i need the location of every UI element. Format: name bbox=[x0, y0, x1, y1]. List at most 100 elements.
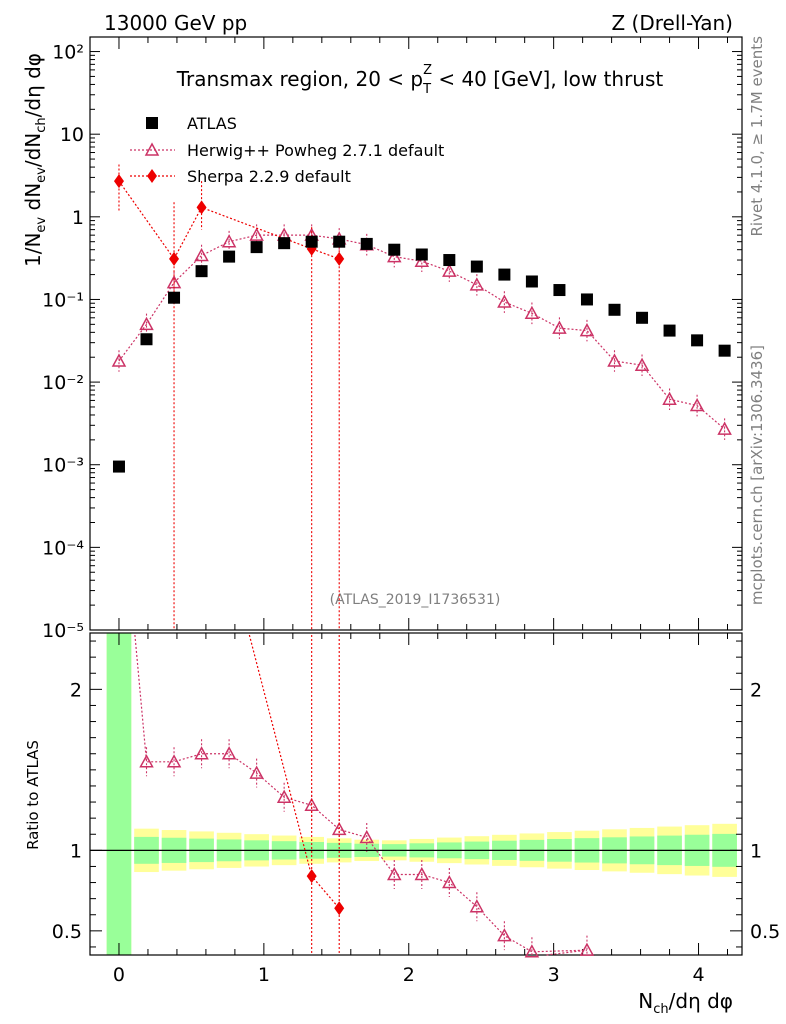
herwig-line bbox=[118, 234, 726, 430]
main-y-axis-label: 1/Nev dNev/dNch/dη dφ bbox=[21, 53, 49, 267]
ratio-y-tick-label: 2 bbox=[70, 679, 82, 701]
ratio-herwig-point bbox=[359, 829, 375, 844]
herwig-point bbox=[579, 323, 595, 337]
ratio-y-tick-label-right: 2 bbox=[750, 679, 762, 701]
x-tick-label: 2 bbox=[403, 964, 415, 986]
herwig-point bbox=[607, 353, 622, 367]
legend-label-herwig: Herwig++ Powheg 2.7.1 default bbox=[187, 141, 444, 160]
y-tick-label: 10⁻¹ bbox=[42, 289, 84, 311]
ratio-panel: Ratio to ATLAS Nch/dη dφ 0 1 2 3 4 0.5 0.5 1 1 2 2 bbox=[24, 632, 780, 1017]
atlas-point bbox=[140, 333, 153, 346]
herwig-point bbox=[139, 316, 154, 331]
ratio-y-axis-label: Ratio to ATLAS bbox=[24, 740, 42, 850]
atlas-point bbox=[168, 291, 181, 304]
x-tick-label: 3 bbox=[548, 964, 560, 986]
atlas-point bbox=[443, 254, 456, 267]
ratio-herwig-point bbox=[524, 944, 540, 958]
ratio-herwig-point bbox=[194, 746, 209, 760]
legend-label-sherpa: Sherpa 2.2.9 default bbox=[187, 167, 351, 186]
atlas-point bbox=[691, 334, 704, 347]
herwig-point bbox=[469, 277, 485, 291]
main-panel: Transmax region, 20 < pTZ < 40 [GeV], lo… bbox=[21, 36, 743, 642]
ratio-herwig-point bbox=[276, 789, 292, 803]
ratio-sherpa-point bbox=[334, 901, 345, 916]
atlas-point bbox=[525, 275, 538, 288]
herwig-point bbox=[387, 249, 402, 263]
herwig-point bbox=[634, 357, 650, 371]
legend-marker-atlas bbox=[146, 117, 158, 129]
herwig-point bbox=[111, 353, 127, 367]
ratio-herwig-point bbox=[387, 866, 402, 881]
y-tick-label: 10⁻⁵ bbox=[42, 620, 84, 642]
herwig-point bbox=[442, 263, 457, 277]
main-title: Transmax region, 20 < pTZ < 40 [GeV], lo… bbox=[176, 63, 664, 97]
atlas-point bbox=[305, 235, 318, 248]
ratio-herwig-point bbox=[579, 942, 595, 956]
ratio-herwig-point bbox=[497, 928, 512, 942]
ratio-y-tick-label: 1 bbox=[70, 840, 82, 862]
herwig-point bbox=[717, 421, 732, 435]
herwig-point bbox=[552, 320, 567, 334]
atlas-point bbox=[388, 243, 401, 256]
legend-marker-sherpa bbox=[147, 169, 157, 183]
atlas-point bbox=[498, 268, 511, 281]
atlas-point bbox=[333, 235, 346, 248]
y-tick-label: 10⁻³ bbox=[42, 455, 84, 477]
atlas-point bbox=[718, 344, 731, 357]
ratio-herwig-point bbox=[414, 866, 430, 881]
sherpa-point bbox=[334, 251, 345, 266]
atlas-point bbox=[470, 260, 483, 273]
y-tick-label: 1 bbox=[72, 207, 84, 229]
analysis-watermark: (ATLAS_2019_I1736531) bbox=[330, 592, 501, 608]
herwig-point bbox=[662, 391, 677, 405]
herwig-point bbox=[194, 247, 209, 262]
atlas-point bbox=[250, 241, 263, 254]
sherpa-point bbox=[169, 251, 180, 266]
atlas-point bbox=[195, 265, 208, 278]
x-tick-label: 0 bbox=[113, 964, 125, 986]
herwig-point bbox=[524, 305, 540, 320]
herwig-point bbox=[221, 234, 237, 248]
herwig-point bbox=[414, 253, 430, 267]
legend-marker-herwig bbox=[144, 142, 160, 156]
rivet-version-label: Rivet 4.1.0, ≥ 1.7M events bbox=[748, 36, 766, 237]
sherpa-point bbox=[113, 174, 124, 189]
y-tick-label: 10 bbox=[60, 124, 84, 146]
legend-label-atlas: ATLAS bbox=[187, 114, 237, 133]
ratio-herwig-point bbox=[442, 874, 457, 889]
ratio-y-tick-label-right: 0.5 bbox=[750, 921, 780, 943]
y-tick-label: 10⁻⁴ bbox=[42, 537, 84, 559]
ratio-stat-band bbox=[106, 633, 132, 955]
ratio-herwig-point bbox=[221, 746, 237, 760]
atlas-point bbox=[223, 250, 236, 263]
ratio-herwig-point bbox=[139, 754, 154, 768]
herwig-point bbox=[249, 227, 264, 241]
ratio-herwig-line bbox=[134, 634, 588, 956]
ratio-herwig-point bbox=[249, 765, 264, 779]
ratio-y-tick-label-right: 1 bbox=[750, 840, 762, 862]
atlas-point bbox=[580, 293, 593, 306]
legend: ATLAS Herwig++ Powheg 2.7.1 default Sher… bbox=[130, 114, 444, 186]
header-left: 13000 GeV pp bbox=[104, 11, 247, 35]
atlas-point bbox=[112, 460, 125, 473]
herwig-point bbox=[689, 397, 705, 412]
header-right: Z (Drell-Yan) bbox=[611, 11, 733, 35]
mcplots-label: mcplots.cern.ch [arXiv:1306.3436] bbox=[748, 345, 766, 605]
atlas-point bbox=[415, 248, 428, 261]
atlas-point bbox=[663, 324, 676, 337]
ratio-herwig-point bbox=[469, 899, 485, 913]
atlas-point bbox=[608, 303, 621, 316]
ratio-herwig-point bbox=[166, 754, 182, 768]
y-tick-label: 10⁻² bbox=[42, 372, 84, 394]
ratio-herwig-point bbox=[304, 797, 319, 812]
ratio-frame bbox=[89, 632, 743, 956]
ratio-sherpa-line bbox=[248, 634, 340, 909]
x-axis-label: Nch/dη dφ bbox=[638, 989, 733, 1017]
main-frame bbox=[89, 36, 743, 631]
atlas-point bbox=[636, 311, 649, 324]
x-tick-label: 4 bbox=[692, 964, 704, 986]
x-tick-label: 1 bbox=[258, 964, 270, 986]
atlas-point bbox=[278, 237, 291, 250]
ratio-herwig-point bbox=[331, 821, 347, 836]
